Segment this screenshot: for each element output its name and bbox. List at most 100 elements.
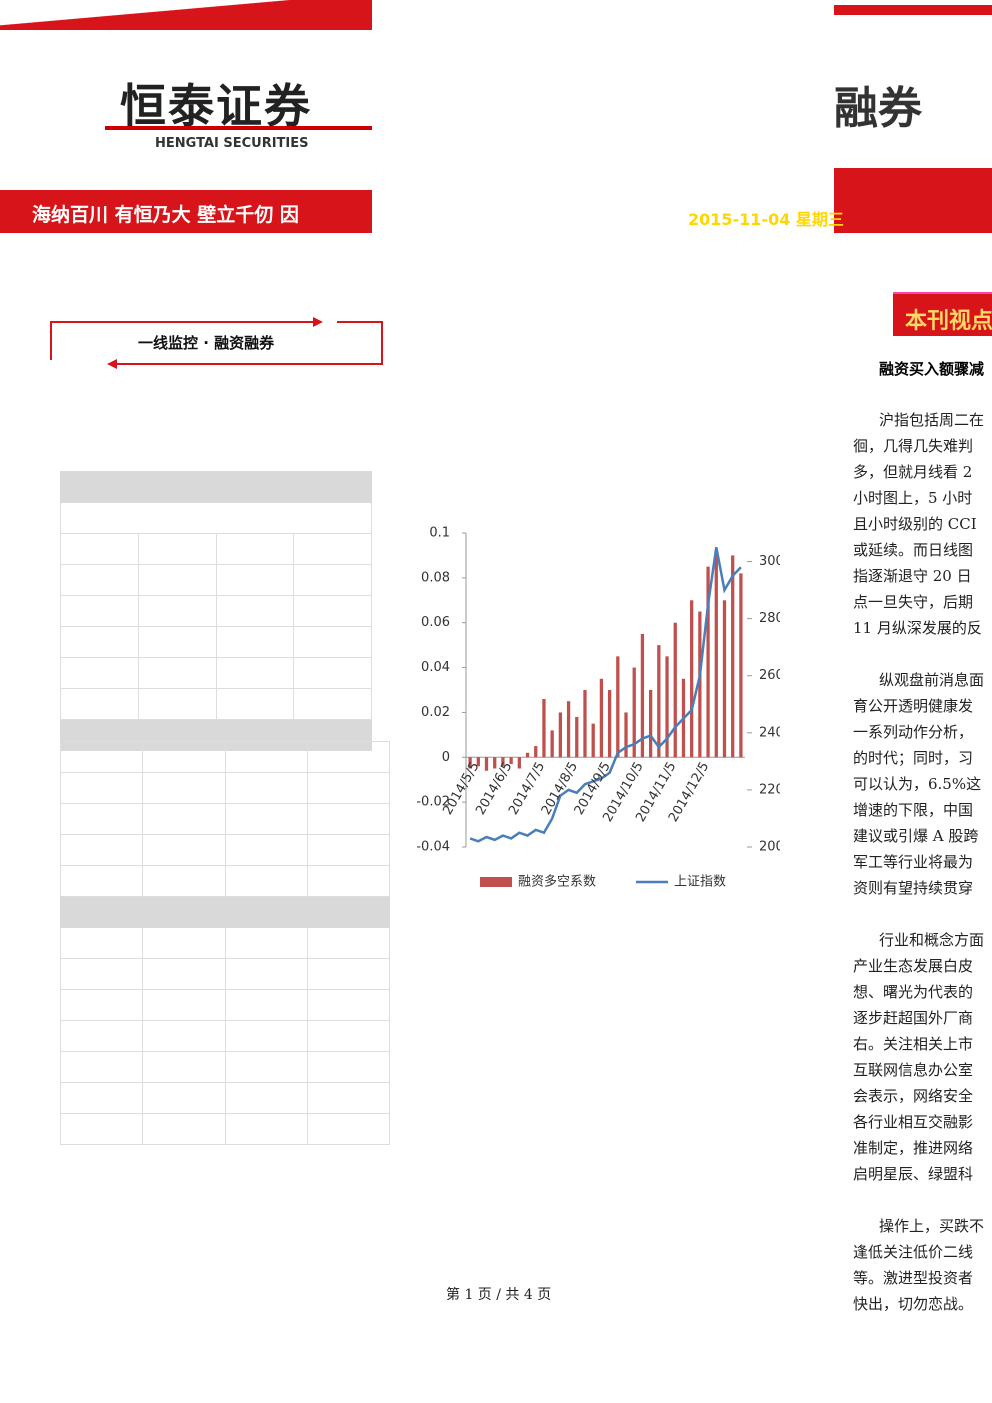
text-line: 资则有望持续贯穿 [853, 879, 974, 897]
text-line: 行业和概念方面 [879, 931, 985, 949]
bar [698, 611, 702, 758]
paragraph: 纵观盘前消息面 育公开透明健康发 一系列动作分析， 的时代；同时，习 可以认为，6.5%… [853, 667, 992, 901]
bar [558, 712, 563, 758]
y-tick-label: 0 [442, 750, 450, 765]
bar [648, 690, 653, 758]
bar [722, 600, 727, 758]
text-line: 或延续。而日线图 [853, 541, 974, 559]
bar [583, 690, 587, 758]
section-frame [50, 317, 383, 369]
text-line: 11 月纵深发展的反 [853, 619, 982, 637]
text-line: 互联网信息办公室 [853, 1061, 974, 1079]
text-line: 右。关注相关上市 [853, 1035, 974, 1053]
bar [575, 716, 579, 758]
y2-tick-label: 2000 [759, 840, 780, 855]
text-line: 沪指包括周二在 [879, 411, 985, 429]
bar [525, 752, 530, 758]
y-tick-label: 0.06 [421, 615, 450, 630]
legend-label: 融资多空系数 [518, 874, 596, 890]
section-title: 一线监控 · 融资融券 [138, 334, 275, 352]
bar [624, 712, 628, 758]
text-line: 一系列动作分析， [853, 723, 974, 741]
text-line: 启明星辰、绿盟科 [853, 1165, 974, 1183]
text-line: 逢低关注低价二线 [853, 1243, 974, 1261]
paragraph: 沪指包括周二在徊，几得几失难判 多，但就月线看 2 小时图上，5 小时 且小时级别的 … [853, 407, 992, 641]
headline: 融资买入额骤减 [879, 360, 985, 378]
bar [542, 698, 546, 758]
chart: -0.04 -0.02 0 0.02 0.04 0.06 0.08 0.1 2000 2200 24… [416, 526, 780, 890]
legend-swatch [480, 877, 512, 887]
red-stripe [834, 5, 992, 15]
y2-tick-label: 2600 [759, 668, 780, 683]
bar [493, 757, 497, 769]
bar [550, 730, 554, 758]
y2-tick-label: 2800 [759, 611, 780, 626]
bar [476, 757, 480, 767]
bar [517, 757, 521, 769]
text-line: 建议或引爆 A 股跨 [853, 827, 979, 845]
sidebar-title: 本刊视点 [905, 309, 992, 334]
footer: 第 1 页 / 共 4 页 [446, 1287, 552, 1303]
bar [566, 701, 571, 758]
text-line: 快出，切勿恋战。 [853, 1295, 974, 1313]
bar [640, 633, 645, 758]
text-line: 且小时级别的 CCI [853, 515, 977, 533]
text-line: 等。激进型投资者 [853, 1269, 974, 1287]
paragraph: 操作上，买跌不逢低关注低价二线 等。激进型投资者 快出，切勿恋战。 [853, 1213, 992, 1317]
paragraph: 行业和概念方面产业生态发展白皮 想、曙光为代表的 逐步赶超国外厂商 右。关注相关上市互… [853, 927, 992, 1187]
title-fragment: 融券 [834, 83, 922, 134]
y-tick-label: 0.08 [421, 570, 450, 585]
text-line: 产业生态发展白皮 [853, 957, 974, 975]
table-1 [60, 471, 372, 751]
bar [690, 600, 694, 758]
text-line: 想、曙光为代表的 [853, 983, 974, 1001]
text-line: 小时图上，5 小时 [853, 489, 973, 507]
bar [706, 566, 710, 758]
red-band [834, 168, 992, 233]
bar [468, 757, 472, 769]
legend-label: 上证指数 [674, 875, 726, 890]
text-line: 纵观盘前消息面 [879, 671, 985, 689]
text-line: 增速的下限，中国 [853, 801, 974, 819]
logo-en: HENGTAI SECURITIES [155, 136, 309, 151]
sidebar-text: 沪指包括周二在徊，几得几失难判 多，但就月线看 2 小时图上，5 小时 且小时级别的 … [853, 407, 992, 1343]
y-tick-label: -0.04 [416, 840, 450, 855]
y-tick-label: 0.1 [429, 526, 450, 541]
text-line: 多，但就月线看 2 [853, 463, 973, 481]
slogan: 海纳百川 有恒乃大 壁立千仞 因 [32, 204, 299, 226]
text-line: 会表示，网络安全 [853, 1087, 974, 1105]
bar [657, 645, 661, 758]
bar [731, 555, 735, 758]
bar [484, 757, 489, 771]
line [469, 547, 742, 843]
text-line: 准制定，推进网络 [853, 1139, 974, 1157]
bar [534, 746, 538, 758]
y2-tick-label: 2400 [759, 725, 780, 740]
bar [607, 690, 612, 758]
header-left: 恒泰证券 HENGTAI SECURITIES 海纳百川 有恒乃大 壁立千仞 因 [0, 0, 372, 233]
text-line: 指逐渐退守 20 日 [853, 567, 972, 585]
y2-tick-label: 3000 [759, 554, 780, 569]
slogan-band: 海纳百川 有恒乃大 壁立千仞 因 [0, 190, 372, 233]
y2-tick-label: 2200 [759, 782, 780, 797]
bar [673, 622, 677, 758]
text-line: 逐步赶超国外厂商 [853, 1009, 974, 1027]
bar [591, 723, 595, 758]
text-line: 操作上，买跌不 [879, 1217, 985, 1235]
text-line: 育公开透明健康发 [853, 697, 974, 715]
y-tick-label: 0.04 [421, 660, 450, 675]
date: 2015-11-04 星期三 [688, 210, 844, 229]
bar [616, 656, 620, 758]
header-right: 融券 [834, 0, 992, 233]
text-line: 的时代；同时，习 [853, 749, 974, 767]
bar [665, 656, 669, 758]
y-tick-label: -0.02 [416, 795, 450, 810]
text-line: 各行业相互交融影 [853, 1113, 974, 1131]
red-stripe [0, 0, 372, 30]
bar [509, 757, 513, 765]
logo: 恒泰证券 [120, 79, 312, 133]
logo-rule [105, 126, 372, 130]
bar [599, 678, 604, 758]
bar [632, 667, 636, 758]
text-line: 徊，几得几失难判 [853, 437, 974, 455]
